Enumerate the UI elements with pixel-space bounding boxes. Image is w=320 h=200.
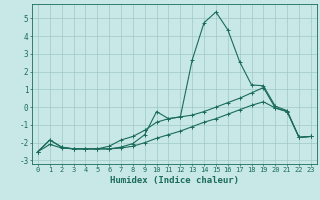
X-axis label: Humidex (Indice chaleur): Humidex (Indice chaleur) bbox=[110, 176, 239, 185]
